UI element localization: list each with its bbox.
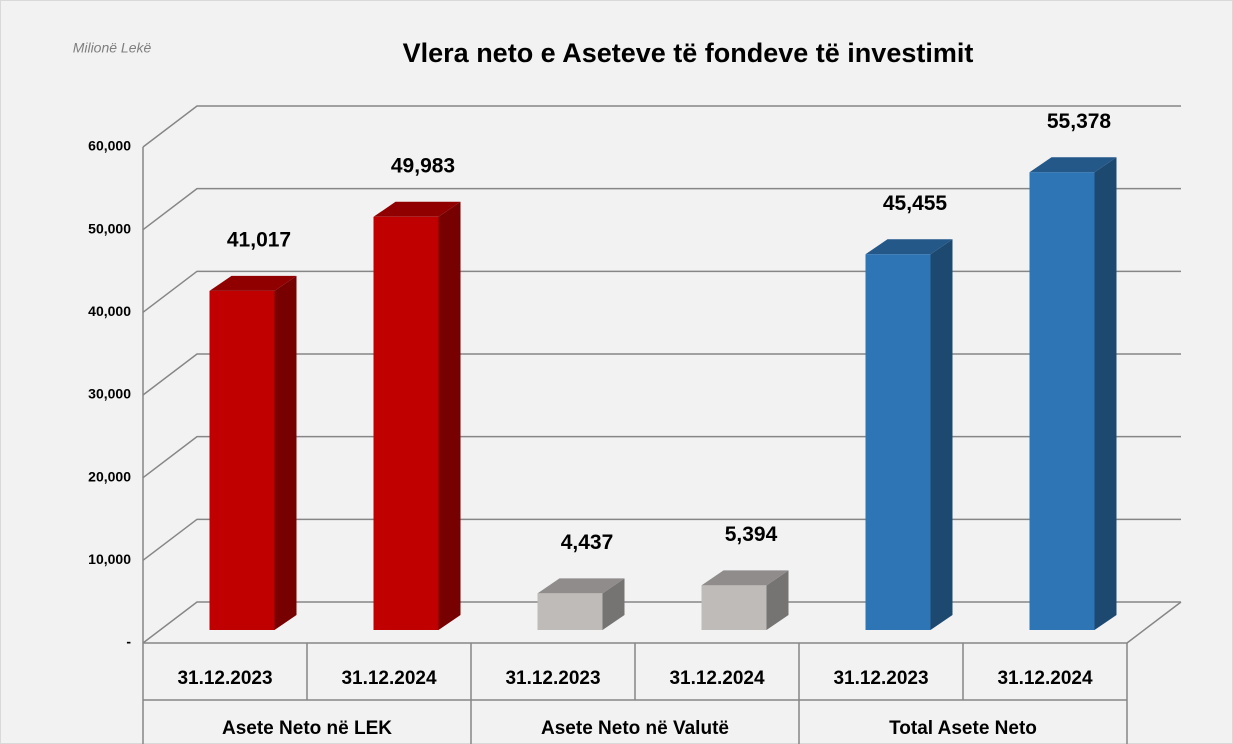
x-tick-label: 31.12.2024 xyxy=(341,668,437,689)
y-tick-label: - xyxy=(126,634,131,650)
bar xyxy=(865,254,931,631)
bar-top xyxy=(209,275,297,291)
y-tick-label: 40,000 xyxy=(88,303,131,319)
bar xyxy=(209,290,275,630)
x-tick-label: 31.12.2023 xyxy=(177,668,272,689)
grid-line xyxy=(142,601,1181,644)
bar xyxy=(373,216,439,631)
grid-line xyxy=(142,105,1181,148)
grid-line xyxy=(142,518,1181,561)
bar-top xyxy=(537,578,625,594)
bar xyxy=(701,585,767,630)
grid-line xyxy=(142,353,1181,396)
y-tick-label: 10,000 xyxy=(88,551,131,567)
bar-side xyxy=(766,570,789,630)
bar xyxy=(537,593,603,630)
y-tick-label: 20,000 xyxy=(88,468,131,484)
x-tick-label: 31.12.2024 xyxy=(997,668,1093,689)
value-label: 4,437 xyxy=(561,531,614,554)
bar-side xyxy=(274,275,297,630)
bar-side xyxy=(930,239,953,631)
bar-side xyxy=(1094,157,1117,630)
unit-label: Milionë Lekë xyxy=(73,40,152,56)
value-label: 45,455 xyxy=(883,192,948,215)
bar-top xyxy=(701,570,789,586)
bar-top xyxy=(865,239,953,255)
y-tick-label: 30,000 xyxy=(88,386,131,402)
y-tick-label: 50,000 xyxy=(88,220,131,236)
group-label: Asete Neto në LEK xyxy=(222,718,392,739)
bar-side xyxy=(602,578,625,630)
bar-top xyxy=(1029,157,1117,173)
grid-line xyxy=(142,270,1181,313)
grid-line xyxy=(142,187,1181,231)
x-tick-label: 31.12.2023 xyxy=(833,668,928,689)
bar-side xyxy=(438,201,461,631)
value-label: 55,378 xyxy=(1047,110,1112,133)
bar-top xyxy=(373,201,461,217)
y-tick-label: 60,000 xyxy=(88,138,131,154)
group-label: Total Asete Neto xyxy=(889,718,1037,739)
chart-title: Vlera neto e Aseteve të fondeve të inves… xyxy=(403,38,974,68)
value-label: 5,394 xyxy=(725,523,778,546)
value-label: 49,983 xyxy=(391,154,455,177)
bar xyxy=(1029,172,1095,630)
x-tick-label: 31.12.2023 xyxy=(505,668,600,689)
group-label: Asete Neto në Valutë xyxy=(541,718,729,739)
value-label: 41,017 xyxy=(227,228,291,251)
grid-line xyxy=(142,435,1181,479)
x-tick-label: 31.12.2024 xyxy=(669,668,765,689)
